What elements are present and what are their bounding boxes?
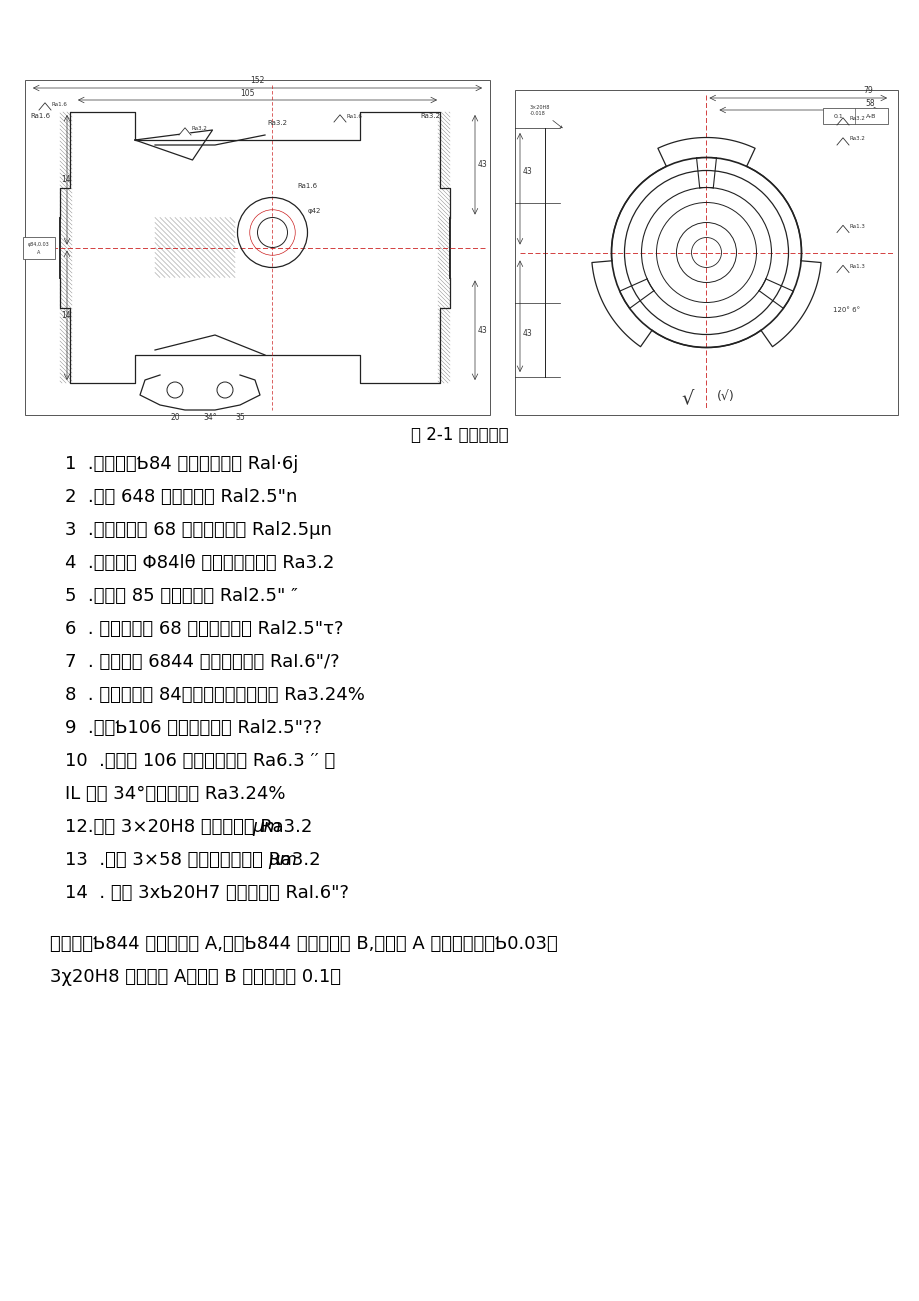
Text: 58: 58: [864, 99, 874, 108]
Text: A-B: A-B: [865, 113, 875, 118]
Text: φ84,0.03: φ84,0.03: [28, 242, 50, 247]
Text: Ra1.3: Ra1.3: [849, 224, 865, 229]
Text: 4  .转子右侧 Φ84lθ 三端面，粗糙度 Ra3.2: 4 .转子右侧 Φ84lθ 三端面，粗糙度 Ra3.2: [65, 554, 334, 572]
Text: 0.1: 0.1: [834, 113, 843, 118]
Text: 7  . 转子左侧 6844 黑孔，粗糙度 RaI.6"/?: 7 . 转子左侧 6844 黑孔，粗糙度 RaI.6"/?: [65, 653, 339, 671]
Text: 1  .转子右侧Ƅ84 溢孔，粗糙度 Ral·6j: 1 .转子右侧Ƅ84 溢孔，粗糙度 Ral·6j: [65, 455, 298, 474]
Text: 3χ20H8 槽与基准 A、基准 B 的对称公差 0.1。: 3χ20H8 槽与基准 A、基准 B 的对称公差 0.1。: [50, 968, 341, 986]
Text: Ra3.2: Ra3.2: [849, 137, 865, 142]
Text: 3×20H8
-0.018: 3×20H8 -0.018: [529, 105, 562, 127]
Text: IL 转子 34°槽，粗糙度 Ra3.24%: IL 转子 34°槽，粗糙度 Ra3.24%: [65, 785, 285, 803]
Text: μm: μm: [252, 818, 281, 837]
Text: Ra1.6: Ra1.6: [52, 101, 68, 107]
Text: Ra1.6: Ra1.6: [297, 182, 317, 189]
Text: 转子右侧Ƅ844 黑孔为基准 A,左侧Ƅ844 黑孔为基准 B,与基准 A 的同轴度公差Ƅ0.03；: 转子右侧Ƅ844 黑孔为基准 A,左侧Ƅ844 黑孔为基准 B,与基准 A 的同…: [50, 935, 557, 954]
Bar: [23, 237, 55, 259]
Text: 120° 6°: 120° 6°: [832, 307, 859, 314]
Text: 12.转子 3×20H8 槽，粗糙度 Ra3.2: 12.转子 3×20H8 槽，粗糙度 Ra3.2: [65, 818, 312, 837]
Text: Ra3.2: Ra3.2: [420, 113, 439, 118]
Text: 152: 152: [250, 75, 265, 85]
Text: 34°: 34°: [203, 412, 217, 422]
Text: φ42: φ42: [307, 207, 321, 213]
Text: √: √: [681, 388, 693, 407]
Text: 79: 79: [862, 86, 872, 95]
Text: 14  . 转子 3xƄ20H7 孔，粗糙度 RaI.6"?: 14 . 转子 3xƄ20H7 孔，粗糙度 RaI.6"?: [65, 883, 348, 902]
Text: 43: 43: [522, 167, 532, 176]
Text: 10  .转子中 106 外圆，粗糙度 Ra6.3 ′′ 九: 10 .转子中 106 外圆，粗糙度 Ra6.3 ′′ 九: [65, 752, 335, 770]
Text: 2  .转子 648 孔，粗糙度 Ral2.5"n: 2 .转子 648 孔，粗糙度 Ral2.5"n: [65, 488, 297, 506]
Text: 20: 20: [170, 412, 179, 422]
Text: Ra1.3: Ra1.3: [849, 264, 865, 269]
Text: 5  .转子中 85 孔，粗糙度 Ral2.5" ″: 5 .转子中 85 孔，粗糙度 Ral2.5" ″: [65, 587, 298, 605]
Text: (√): (√): [716, 390, 733, 403]
Text: 43: 43: [478, 160, 487, 169]
Text: 6  . 转子左侧中 68 沉孔，粗糙度 Ral2.5"τ?: 6 . 转子左侧中 68 沉孔，粗糙度 Ral2.5"τ?: [65, 621, 343, 637]
Text: 13  .转子 3×58 两侧面，粗糙度 Ra3.2: 13 .转子 3×58 两侧面，粗糙度 Ra3.2: [65, 851, 321, 869]
Text: Ra3.2: Ra3.2: [849, 117, 865, 121]
Text: Ra1.6: Ra1.6: [346, 113, 362, 118]
Text: 3  .转子右侧中 68 沉孔，粗糙度 Ral2.5μn: 3 .转子右侧中 68 沉孔，粗糙度 Ral2.5μn: [65, 520, 332, 539]
Text: 35: 35: [235, 412, 244, 422]
Bar: [515, 90, 897, 415]
Bar: [823, 108, 887, 124]
Text: 8  . 转子左侧中 84；：黑端面，粗糙度 Ra3.24%: 8 . 转子左侧中 84；：黑端面，粗糙度 Ra3.24%: [65, 686, 365, 704]
Text: μm: μm: [267, 851, 297, 869]
Text: 9  .转子Ƅ106 端面，粗糙度 Ral2.5"??: 9 .转子Ƅ106 端面，粗糙度 Ral2.5"??: [65, 719, 322, 736]
Text: 105: 105: [240, 88, 255, 98]
Text: 43: 43: [478, 325, 487, 334]
Text: 14: 14: [61, 311, 71, 320]
Text: Ra3.2: Ra3.2: [267, 120, 287, 126]
Bar: [25, 79, 490, 415]
Text: 14: 14: [61, 176, 71, 185]
Text: Ra1.6: Ra1.6: [30, 113, 50, 118]
Text: 43: 43: [522, 329, 532, 338]
Text: 图 2-1 转子零件图: 图 2-1 转子零件图: [411, 425, 508, 444]
Text: A: A: [38, 250, 40, 255]
Text: Ra3.2: Ra3.2: [192, 126, 208, 131]
